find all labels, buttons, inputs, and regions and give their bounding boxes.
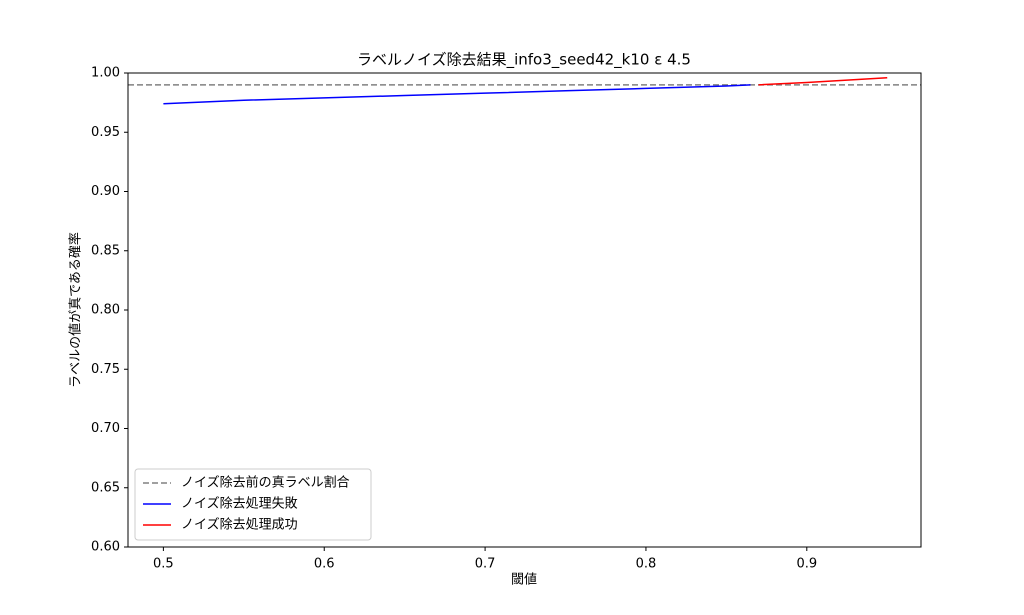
legend-label: ノイズ除去処理成功 <box>181 517 298 533</box>
y-tick-label: 1.00 <box>91 66 120 81</box>
x-tick-label: 0.5 <box>153 557 174 572</box>
x-axis-label: 閾値 <box>511 572 537 588</box>
y-tick-label: 0.75 <box>91 362 120 377</box>
chart-title: ラベルノイズ除去結果_info3_seed42_k10 ε 4.5 <box>357 51 691 70</box>
y-tick-label: 0.60 <box>91 540 120 555</box>
x-tick-label: 0.9 <box>796 557 817 572</box>
legend-label: ノイズ除去処理失敗 <box>181 496 298 512</box>
y-axis-label: ラベルの値が真である確率 <box>68 232 84 388</box>
x-tick-label: 0.7 <box>475 557 496 572</box>
y-tick-label: 0.85 <box>91 243 120 258</box>
legend-box <box>134 468 372 541</box>
x-tick-label: 0.8 <box>636 557 657 572</box>
data-line <box>758 76 888 86</box>
y-tick-label: 0.95 <box>91 125 120 140</box>
y-tick-label: 0.70 <box>91 421 120 436</box>
plot-frame <box>127 72 922 548</box>
x-tick-label: 0.6 <box>314 557 335 572</box>
y-tick-label: 0.90 <box>91 184 120 199</box>
data-line <box>163 84 751 105</box>
legend-label: ノイズ除去前の真ラベル割合 <box>181 475 350 491</box>
y-tick-label: 0.65 <box>91 480 120 495</box>
y-tick-label: 0.80 <box>91 303 120 318</box>
